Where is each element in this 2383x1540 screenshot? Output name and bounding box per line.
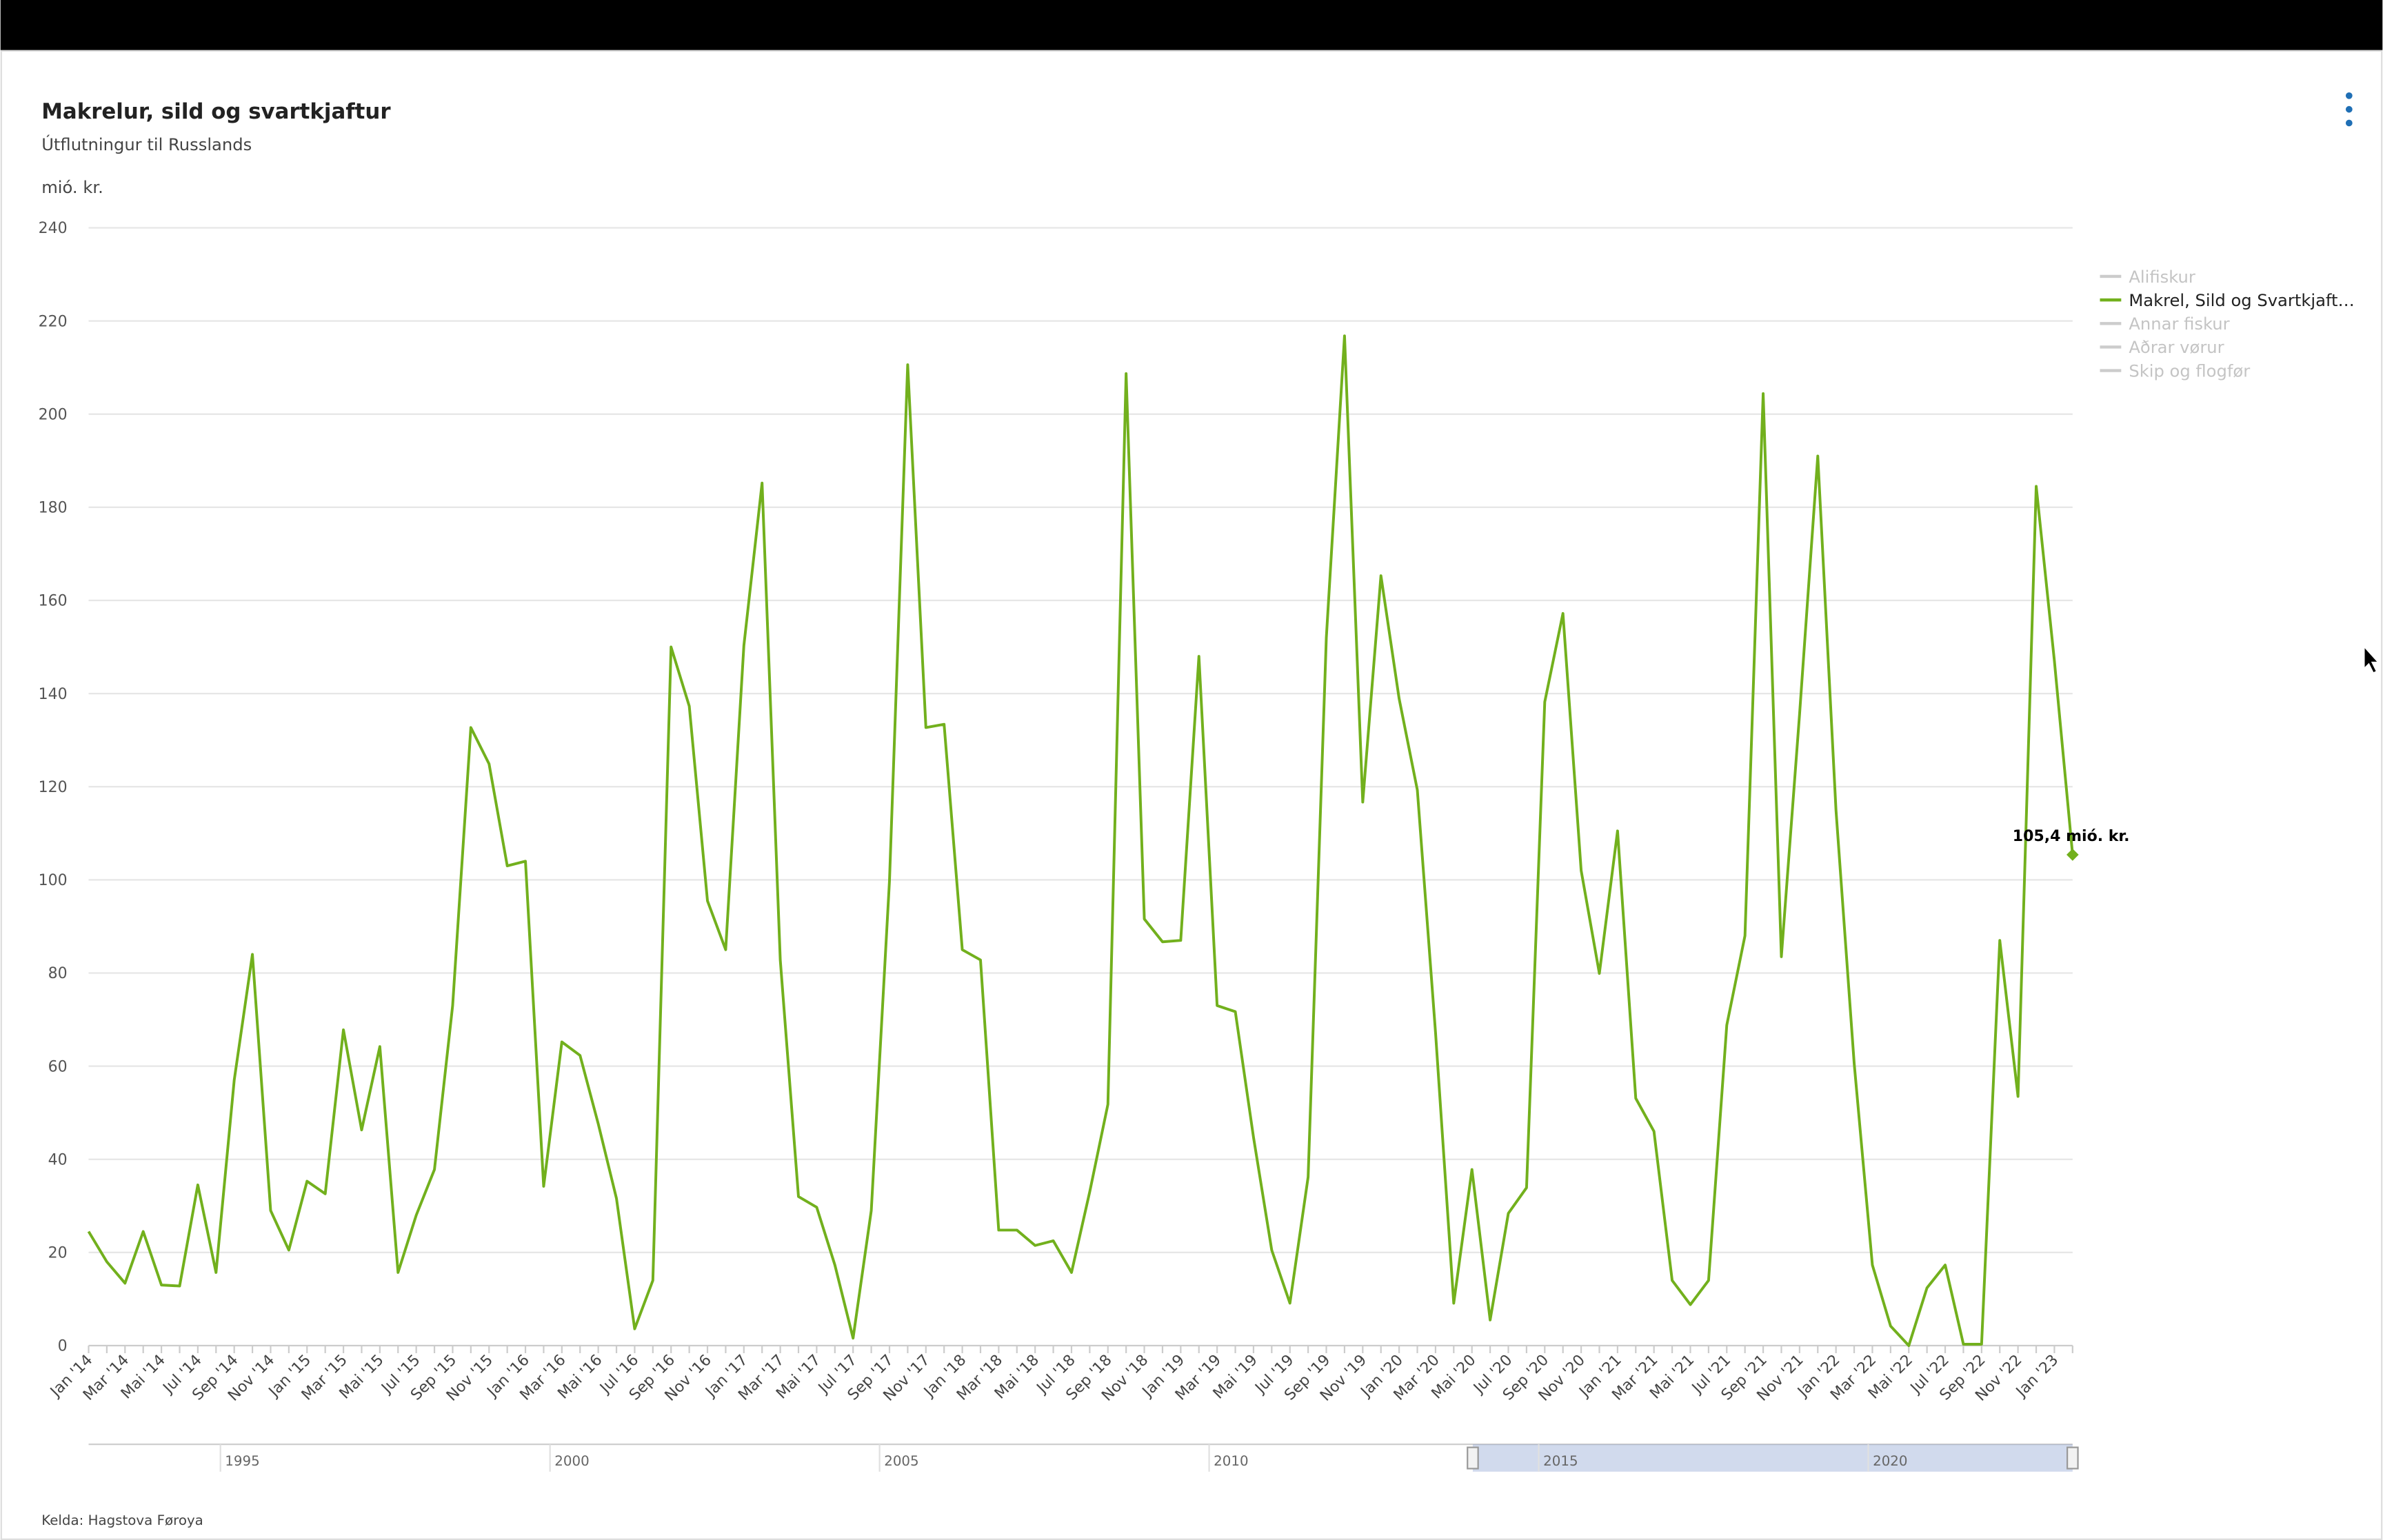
y-axis-label: mió. kr.	[41, 178, 103, 197]
legend-label[interactable]: Skip og flogfør	[2129, 361, 2250, 381]
y-tick-label: 0	[58, 1338, 68, 1355]
data-label: 105,4 mió. kr.	[2013, 828, 2130, 845]
y-tick-label: 60	[48, 1058, 68, 1075]
cursor	[2364, 645, 2380, 673]
menu-dot[interactable]	[2345, 119, 2353, 127]
navigator-tick-label: 2005	[884, 1453, 918, 1469]
y-tick-label: 200	[39, 406, 68, 423]
navigator-selection[interactable]	[1472, 1444, 2073, 1472]
legend-label[interactable]: Annar fiskur	[2129, 314, 2229, 334]
navigator-tick-label: 1995	[225, 1453, 259, 1469]
navigator-handle[interactable]	[1467, 1446, 1479, 1470]
navigator-tick-label: 2010	[1214, 1453, 1248, 1469]
menu-button[interactable]	[2345, 92, 2353, 127]
top-bar	[0, 0, 2383, 50]
y-tick-label: 160	[39, 593, 68, 610]
chart-subtitle: Útflutningur til Russlands	[41, 134, 252, 154]
y-tick-label: 140	[39, 686, 68, 703]
y-tick-label: 40	[48, 1151, 68, 1168]
legend-label[interactable]: Alifiskur	[2129, 267, 2195, 287]
navigator-tick-label: 2020	[1873, 1453, 1907, 1469]
y-tick-label: 240	[39, 220, 68, 237]
frame	[0, 50, 2383, 1540]
y-tick-label: 20	[48, 1245, 68, 1262]
legend-label[interactable]: Aðrar vørur	[2129, 338, 2224, 357]
source: Kelda: Hagstova Føroya	[41, 1512, 203, 1528]
y-tick-label: 100	[39, 872, 68, 889]
navigator-handle[interactable]	[2067, 1446, 2079, 1470]
legend-label[interactable]: Makrel, Sild og Svartkjaft…	[2129, 291, 2354, 310]
menu-dot[interactable]	[2345, 92, 2353, 99]
chart-title: Makrelur, sild og svartkjaftur	[41, 99, 391, 124]
menu-dot[interactable]	[2345, 105, 2353, 113]
navigator-tick-label: 2000	[554, 1453, 589, 1469]
y-tick-label: 80	[48, 965, 68, 982]
y-tick-label: 120	[39, 779, 68, 796]
y-tick-label: 180	[39, 500, 68, 517]
y-tick-label: 220	[39, 313, 68, 330]
navigator-tick-label: 2015	[1543, 1453, 1578, 1469]
series-line	[87, 334, 2074, 1347]
